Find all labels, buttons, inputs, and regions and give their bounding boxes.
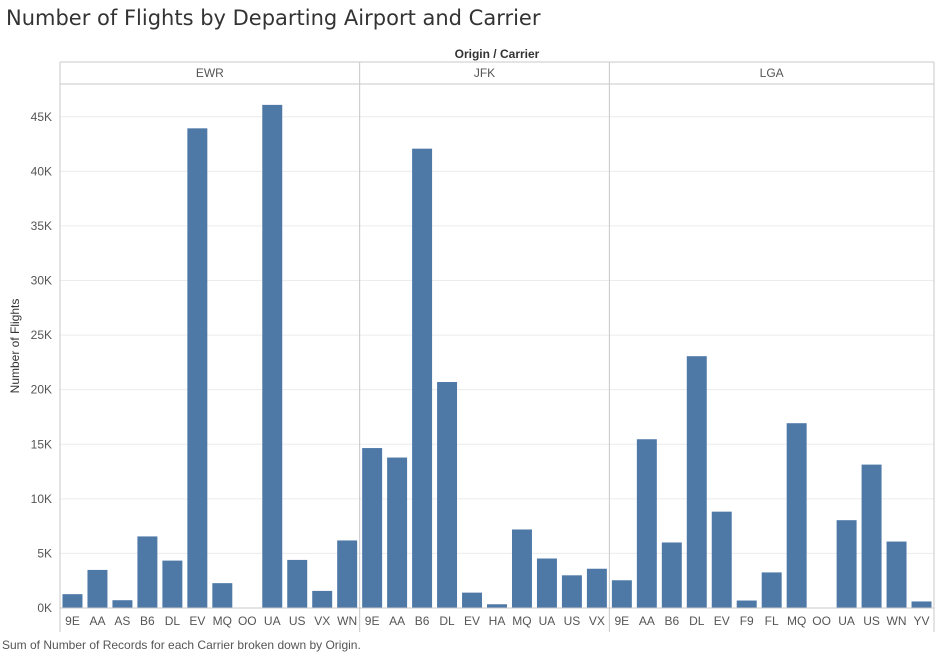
y-tick-label: 5K — [37, 546, 52, 560]
x-tick-label: AS — [114, 614, 130, 628]
x-tick-label: F9 — [740, 614, 754, 628]
x-tick-label: B6 — [664, 614, 679, 628]
x-tick-label: MQ — [787, 614, 806, 628]
bar — [561, 575, 582, 608]
bar — [487, 604, 507, 608]
bar — [786, 423, 807, 608]
x-tick-label: AA — [389, 614, 405, 628]
panel-header-jfk: JFK — [474, 66, 495, 80]
bar — [661, 542, 682, 608]
bar — [636, 439, 657, 608]
bar — [861, 464, 882, 608]
x-tick-label: OO — [238, 614, 257, 628]
x-tick-label: VX — [589, 614, 605, 628]
x-tick-label: FL — [765, 614, 779, 628]
y-tick-label: 35K — [31, 219, 52, 233]
x-tick-label: UA — [539, 614, 556, 628]
bar — [262, 104, 283, 609]
bar — [886, 541, 907, 608]
panel-header-ewr: EWR — [196, 66, 224, 80]
bar — [387, 457, 408, 608]
x-tick-label: EV — [189, 614, 205, 628]
x-tick-label: DL — [165, 614, 181, 628]
bar — [711, 511, 732, 608]
bar — [736, 600, 757, 608]
bar — [536, 558, 557, 608]
bar — [836, 520, 857, 608]
x-tick-label: UA — [838, 614, 855, 628]
y-tick-label: 15K — [31, 437, 52, 451]
bar — [686, 356, 707, 608]
bar — [137, 536, 158, 608]
x-tick-label: MQ — [213, 614, 232, 628]
x-tick-label: WN — [337, 614, 357, 628]
chart-caption: Sum of Number of Records for each Carrie… — [2, 638, 361, 652]
y-tick-label: 40K — [31, 164, 52, 178]
y-tick-label: 25K — [31, 328, 52, 342]
bar — [187, 128, 208, 608]
bar — [87, 569, 108, 608]
y-tick-label: 45K — [31, 110, 52, 124]
x-tick-label: DL — [689, 614, 705, 628]
panel-header-lga: LGA — [760, 66, 784, 80]
x-tick-label: HA — [489, 614, 506, 628]
bar — [761, 572, 782, 608]
x-tick-label: US — [863, 614, 880, 628]
x-tick-label: 9E — [365, 614, 380, 628]
x-tick-label: UA — [264, 614, 281, 628]
bar — [287, 559, 308, 608]
y-tick-label: 10K — [31, 492, 52, 506]
bar — [611, 580, 632, 608]
x-tick-label: VX — [314, 614, 330, 628]
chart-title: Number of Flights by Departing Airport a… — [6, 6, 541, 30]
bar — [337, 540, 358, 608]
x-tick-label: 9E — [615, 614, 630, 628]
x-tick-label: B6 — [140, 614, 155, 628]
y-tick-label: 0K — [37, 601, 52, 615]
x-tick-label: OO — [812, 614, 831, 628]
x-tick-label: US — [564, 614, 581, 628]
bar — [412, 148, 433, 608]
x-tick-label: B6 — [415, 614, 430, 628]
x-tick-label: YV — [914, 614, 930, 628]
bar — [312, 590, 333, 608]
x-tick-label: DL — [439, 614, 455, 628]
y-tick-label: 20K — [31, 383, 52, 397]
x-tick-label: EV — [714, 614, 730, 628]
bar — [911, 601, 932, 608]
bar — [511, 529, 532, 608]
x-tick-label: EV — [464, 614, 480, 628]
x-tick-label: 9E — [65, 614, 80, 628]
bar — [437, 382, 458, 608]
bar — [212, 583, 233, 608]
y-tick-label: 30K — [31, 274, 52, 288]
bar — [362, 448, 383, 608]
column-header-label: Origin / Carrier — [455, 47, 540, 61]
x-tick-label: AA — [639, 614, 655, 628]
y-axis-title: Number of Flights — [8, 299, 22, 394]
x-tick-label: US — [289, 614, 306, 628]
bar — [462, 592, 483, 608]
bar — [62, 594, 83, 608]
bar — [586, 568, 607, 608]
x-tick-label: AA — [89, 614, 105, 628]
x-tick-label: WN — [887, 614, 907, 628]
bar — [162, 560, 183, 608]
bar — [112, 600, 133, 608]
x-tick-label: MQ — [512, 614, 531, 628]
